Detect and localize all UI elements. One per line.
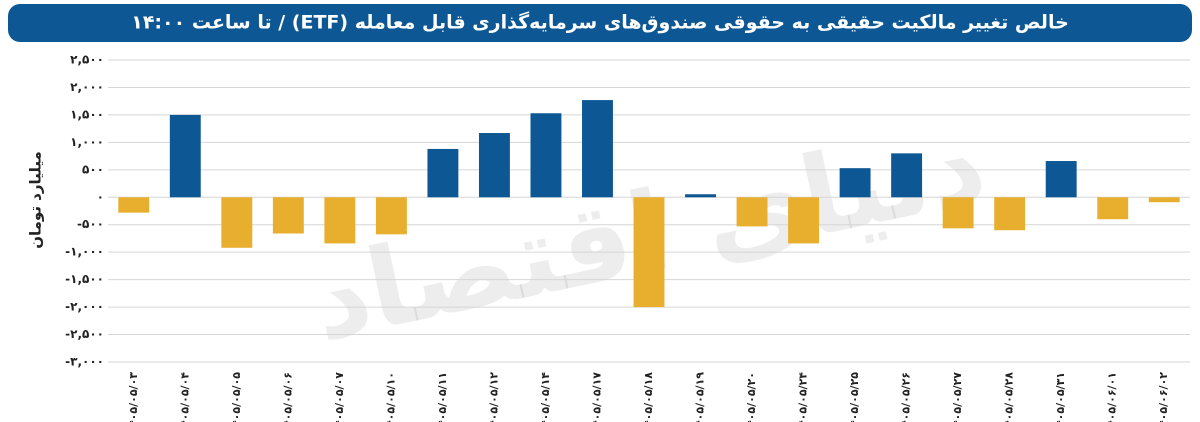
x-tick-label: ۱۴۰۵/۰۵/۱۲ <box>487 372 500 422</box>
bar <box>375 197 407 235</box>
y-tick-label: -۲,۰۰۰ <box>65 300 104 314</box>
bar <box>427 148 459 198</box>
x-tick-label: ۱۴۰۵/۰۶/۰۱ <box>1106 372 1119 422</box>
bar <box>994 197 1026 231</box>
y-tick-label: ۱,۰۰۰ <box>70 135 104 149</box>
bar <box>633 197 665 308</box>
bar <box>685 194 716 198</box>
bar <box>478 133 510 198</box>
x-tick-label: ۱۴۰۵/۰۵/۲۷ <box>951 372 964 422</box>
x-tick-label: ۱۴۰۵/۰۵/۰۴ <box>178 372 191 422</box>
x-tick-label: ۱۴۰۵/۰۵/۱۸ <box>642 372 655 422</box>
x-tick-label: ۱۴۰۵/۰۶/۰۲ <box>1157 372 1170 422</box>
y-tick-label: -۲,۵۰۰ <box>65 327 104 341</box>
x-tick-label: ۱۴۰۵/۰۵/۰۳ <box>127 372 140 422</box>
y-tick-label: -۱,۰۰۰ <box>65 245 104 259</box>
bar <box>1045 161 1077 198</box>
x-tick-label: ۱۴۰۵/۰۵/۱۷ <box>590 372 603 422</box>
bar <box>582 100 613 198</box>
x-tick-label: ۱۴۰۵/۰۵/۱۰ <box>384 372 397 422</box>
bar <box>324 197 356 244</box>
bar <box>891 153 923 198</box>
x-tick-label: ۱۴۰۵/۰۵/۰۷ <box>333 372 346 422</box>
x-tick-label: ۱۴۰۵/۰۵/۰۶ <box>281 372 294 422</box>
bar <box>530 113 562 198</box>
bar <box>169 114 201 198</box>
x-tick-label: ۱۴۰۵/۰۵/۲۵ <box>848 372 861 422</box>
x-tick-label: ۱۴۰۵/۰۵/۱۱ <box>436 372 449 422</box>
y-tick-label: ۰ <box>97 190 104 204</box>
x-tick-label: ۱۴۰۵/۰۵/۳۱ <box>1054 372 1067 422</box>
bar <box>942 197 974 229</box>
x-tick-label: ۱۴۰۵/۰۵/۰۵ <box>230 372 243 422</box>
y-tick-label: ۲,۰۰۰ <box>70 80 104 94</box>
bar <box>1148 197 1180 203</box>
y-tick-label: ۵۰۰ <box>82 162 104 176</box>
y-tick-label: ۲,۵۰۰ <box>70 53 104 67</box>
title-banner <box>8 4 1192 42</box>
y-axis-label: میلیارد تومان <box>27 151 45 249</box>
y-tick-label: -۵۰۰ <box>77 217 104 231</box>
bar <box>272 197 304 234</box>
bar <box>736 197 768 227</box>
x-tick-label: ۱۴۰۵/۰۵/۱۹ <box>694 372 707 422</box>
x-tick-label: ۱۴۰۵/۰۵/۲۴ <box>797 372 810 422</box>
bar <box>221 197 253 248</box>
bar <box>788 197 820 244</box>
x-tick-label: ۱۴۰۵/۰۵/۲۸ <box>1003 372 1016 422</box>
y-tick-label: ۱,۵۰۰ <box>70 107 104 121</box>
bar <box>839 168 871 198</box>
x-tick-label: ۱۴۰۵/۰۵/۲۰ <box>745 372 758 422</box>
chart-title: خالص تغییر مالکیت حقیقی به حقوقی صندوق‌ه… <box>131 11 1069 34</box>
x-tick-label: ۱۴۰۵/۰۵/۱۴ <box>539 372 552 422</box>
bar <box>118 197 150 213</box>
y-tick-label: -۱,۵۰۰ <box>65 272 104 286</box>
y-tick-label: -۳,۰۰۰ <box>65 355 104 369</box>
bar <box>1097 197 1129 220</box>
x-tick-label: ۱۴۰۵/۰۵/۲۶ <box>900 372 913 422</box>
